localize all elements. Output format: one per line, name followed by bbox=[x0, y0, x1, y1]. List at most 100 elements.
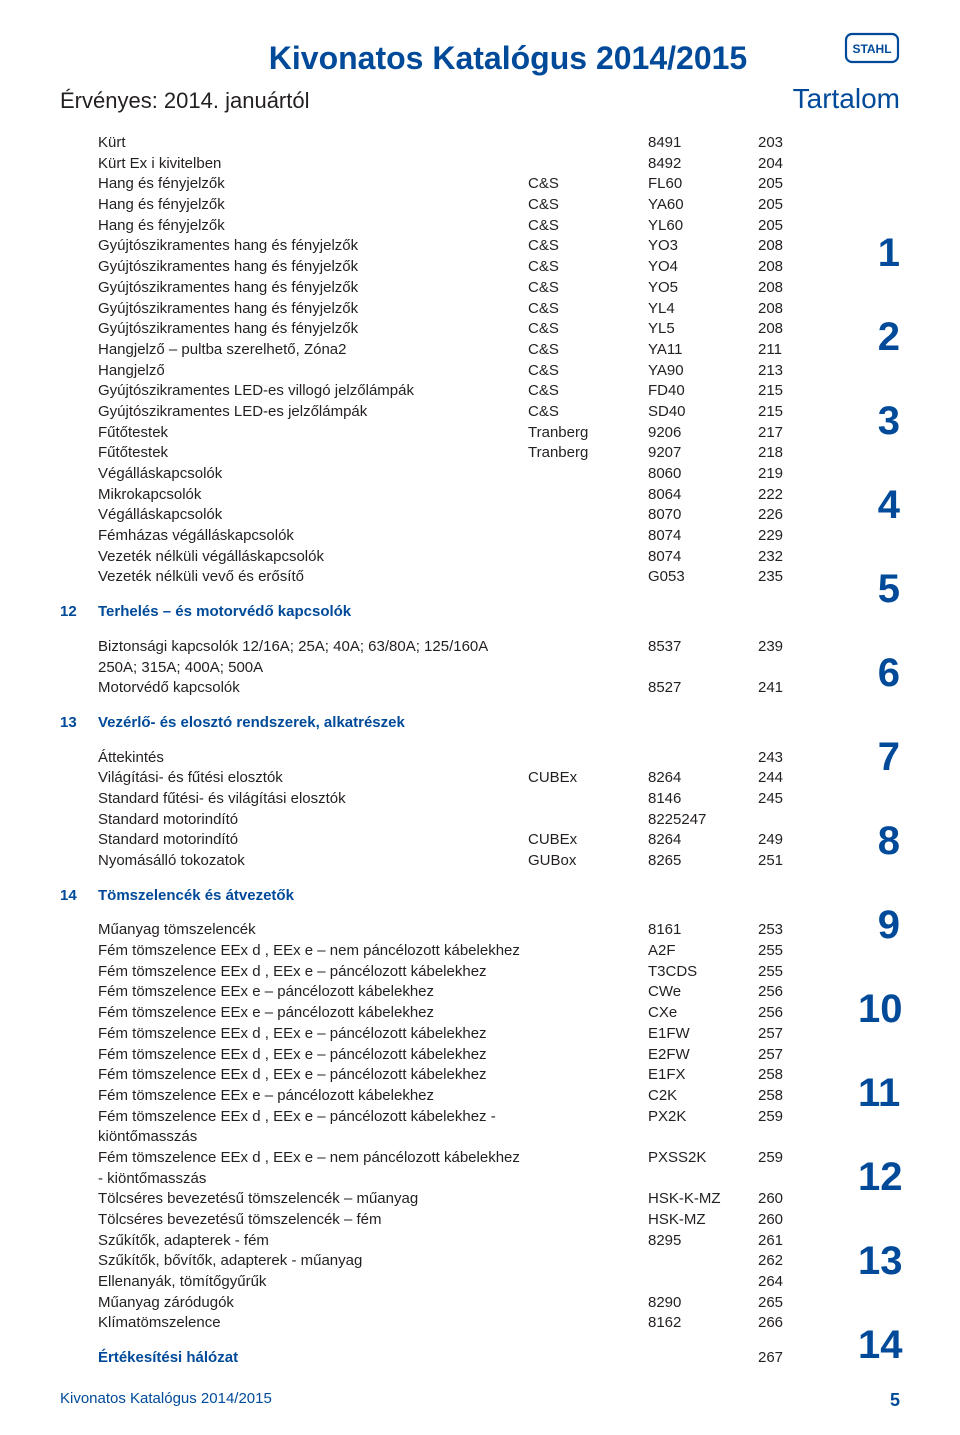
table-cell bbox=[60, 216, 98, 237]
table-cell bbox=[758, 886, 818, 907]
table-spacer bbox=[60, 588, 900, 602]
table-cell: 8146 bbox=[648, 789, 758, 810]
table-cell bbox=[528, 547, 648, 568]
table-cell: E1FW bbox=[648, 1024, 758, 1045]
table-cell: Végálláskapcsolók bbox=[98, 505, 528, 526]
table-row: Szűkítők, bővítők, adapterek - műanyag26… bbox=[60, 1251, 900, 1272]
table-cell bbox=[60, 982, 98, 1003]
table-cell: C&S bbox=[528, 340, 648, 361]
table-cell: 261 bbox=[758, 1231, 818, 1252]
table-row: Gyújtószikramentes hang és fényjelzőkC&S… bbox=[60, 319, 900, 340]
table-cell: 219 bbox=[758, 464, 818, 485]
table-cell: 12 bbox=[60, 602, 98, 623]
table-cell bbox=[528, 1313, 648, 1334]
table-row: Gyújtószikramentes hang és fényjelzőkC&S… bbox=[60, 299, 900, 320]
table-cell: 251 bbox=[758, 851, 818, 872]
footer-title: Kivonatos Katalógus 2014/2015 bbox=[60, 1390, 272, 1411]
table-cell bbox=[528, 886, 648, 907]
table-cell: Kürt Ex i kivitelben bbox=[98, 154, 528, 175]
table-cell: Gyújtószikramentes hang és fényjelzők bbox=[98, 299, 528, 320]
table-cell: Műanyag záródugók bbox=[98, 1293, 528, 1314]
table-cell: 9206 bbox=[648, 423, 758, 444]
table-cell: YA90 bbox=[648, 361, 758, 382]
table-cell: CWe bbox=[648, 982, 758, 1003]
side-chapter-number: 1 bbox=[858, 233, 900, 273]
table-cell: 235 bbox=[758, 567, 818, 588]
table-cell bbox=[528, 464, 648, 485]
table-row: HangjelzőC&SYA90213 bbox=[60, 361, 900, 382]
table-cell bbox=[60, 1045, 98, 1066]
table-cell bbox=[528, 154, 648, 175]
table-cell: C&S bbox=[528, 174, 648, 195]
table-cell: Fém tömszelence EEx d , EEx e – nem pánc… bbox=[98, 1148, 528, 1189]
table-cell: 208 bbox=[758, 278, 818, 299]
brand-logo: STAHL bbox=[844, 28, 900, 73]
table-cell: YO5 bbox=[648, 278, 758, 299]
table-cell: Fém tömszelence EEx e – páncélozott kábe… bbox=[98, 1086, 528, 1107]
table-cell bbox=[60, 443, 98, 464]
table-cell bbox=[60, 941, 98, 962]
table-cell: C&S bbox=[528, 402, 648, 423]
table-row: Fém tömszelence EEx d , EEx e – páncéloz… bbox=[60, 1107, 900, 1148]
table-cell: Klímatömszelence bbox=[98, 1313, 528, 1334]
table-cell: 8264 bbox=[648, 830, 758, 851]
table-row: Standard motorindítóCUBEx8264249 bbox=[60, 830, 900, 851]
table-cell: 222 bbox=[758, 485, 818, 506]
table-cell bbox=[60, 789, 98, 810]
table-cell: 232 bbox=[758, 547, 818, 568]
table-cell: 218 bbox=[758, 443, 818, 464]
table-cell bbox=[60, 319, 98, 340]
table-cell bbox=[528, 133, 648, 154]
table-cell: Hang és fényjelzők bbox=[98, 216, 528, 237]
table-cell: Áttekintés bbox=[98, 748, 528, 769]
table-cell: E1FX bbox=[648, 1065, 758, 1086]
table-cell: C&S bbox=[528, 319, 648, 340]
table-cell: YO4 bbox=[648, 257, 758, 278]
table-cell bbox=[60, 962, 98, 983]
table-cell bbox=[528, 602, 648, 623]
table-cell: C&S bbox=[528, 216, 648, 237]
table-cell: PXSS2K bbox=[648, 1148, 758, 1189]
table-row: Világítási- és fűtési elosztókCUBEx82642… bbox=[60, 768, 900, 789]
table-cell bbox=[528, 1024, 648, 1045]
table-cell: Hangjelző bbox=[98, 361, 528, 382]
table-cell bbox=[528, 1189, 648, 1210]
side-chapter-number: 13 bbox=[858, 1241, 900, 1281]
table-cell: 208 bbox=[758, 299, 818, 320]
table-row: Műanyag záródugók8290265 bbox=[60, 1293, 900, 1314]
table-cell: 203 bbox=[758, 133, 818, 154]
table-cell: 8527 bbox=[648, 678, 758, 699]
table-cell bbox=[60, 1003, 98, 1024]
table-cell: 205 bbox=[758, 216, 818, 237]
side-chapter-numbers: 1234567891011121314 bbox=[858, 233, 900, 1409]
table-cell bbox=[528, 1045, 648, 1066]
table-cell: 226 bbox=[758, 505, 818, 526]
table-cell: C&S bbox=[528, 299, 648, 320]
table-cell: 8225247 bbox=[648, 810, 758, 831]
table-cell bbox=[528, 1272, 648, 1293]
table-cell bbox=[60, 1210, 98, 1231]
table-cell: Fém tömszelence EEx d , EEx e – páncéloz… bbox=[98, 1107, 528, 1148]
table-cell bbox=[60, 402, 98, 423]
table-cell: Vezérlő- és elosztó rendszerek, alkatrés… bbox=[98, 713, 528, 734]
table-cell: Vezeték nélküli vevő és erősítő bbox=[98, 567, 528, 588]
table-cell bbox=[648, 713, 758, 734]
table-row: Fém tömszelence EEx d , EEx e – páncéloz… bbox=[60, 1024, 900, 1045]
table-cell: 257 bbox=[758, 1045, 818, 1066]
table-row: Fém tömszelence EEx d , EEx e – páncéloz… bbox=[60, 1065, 900, 1086]
table-cell bbox=[528, 1148, 648, 1189]
table-cell bbox=[528, 810, 648, 831]
table-cell: E2FW bbox=[648, 1045, 758, 1066]
table-cell bbox=[60, 236, 98, 257]
table-cell bbox=[60, 154, 98, 175]
table-cell: 8074 bbox=[648, 547, 758, 568]
table-row: Szűkítők, adapterek - fém8295261 bbox=[60, 1231, 900, 1252]
table-cell: Fémházas végálláskapcsolók bbox=[98, 526, 528, 547]
table-cell: YA60 bbox=[648, 195, 758, 216]
table-cell: Gyújtószikramentes hang és fényjelzők bbox=[98, 236, 528, 257]
valid-from-label: Érvényes: 2014. januártól bbox=[60, 88, 310, 114]
side-chapter-number: 10 bbox=[858, 989, 900, 1029]
table-cell bbox=[60, 1272, 98, 1293]
table-cell bbox=[60, 381, 98, 402]
table-cell: C&S bbox=[528, 195, 648, 216]
